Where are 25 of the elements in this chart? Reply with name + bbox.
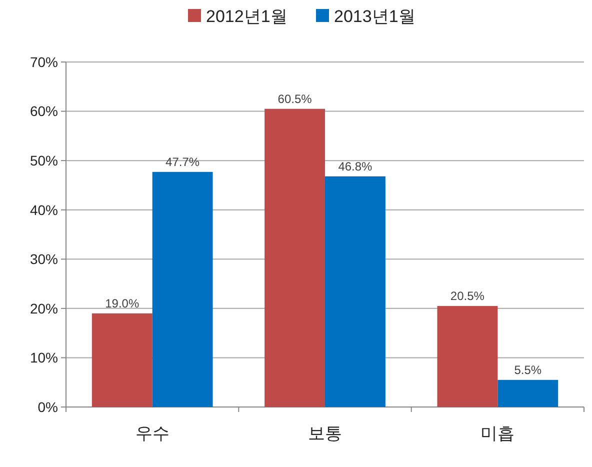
data-label: 46.8% (338, 159, 373, 174)
y-tick-label: 40% (30, 202, 58, 218)
data-label: 19.0% (105, 296, 140, 310)
data-label: 5.5% (514, 362, 542, 377)
data-label: 60.5% (278, 92, 312, 106)
y-tick-label: 30% (30, 251, 58, 268)
x-tick-label: 미흡 (480, 424, 515, 443)
y-tick-label: 70% (30, 54, 58, 70)
data-label: 20.5% (450, 288, 485, 303)
y-tick-label: 0% (38, 398, 58, 415)
data-label: 47.7% (166, 154, 200, 169)
legend-label: 2013년1월 (334, 6, 416, 26)
bar (437, 306, 498, 407)
y-tick-label: 60% (30, 103, 58, 120)
bar (498, 380, 558, 407)
y-tick-label: 20% (30, 300, 58, 316)
y-tick-label: 10% (30, 350, 58, 366)
x-tick-label: 보통 (308, 424, 342, 443)
bar (264, 108, 325, 407)
bar (92, 313, 152, 407)
bar (152, 172, 213, 407)
legend-label: 2012년1월 (206, 6, 288, 26)
bar (325, 176, 386, 407)
x-tick-label: 우수 (135, 424, 170, 443)
y-tick-label: 50% (30, 152, 58, 168)
